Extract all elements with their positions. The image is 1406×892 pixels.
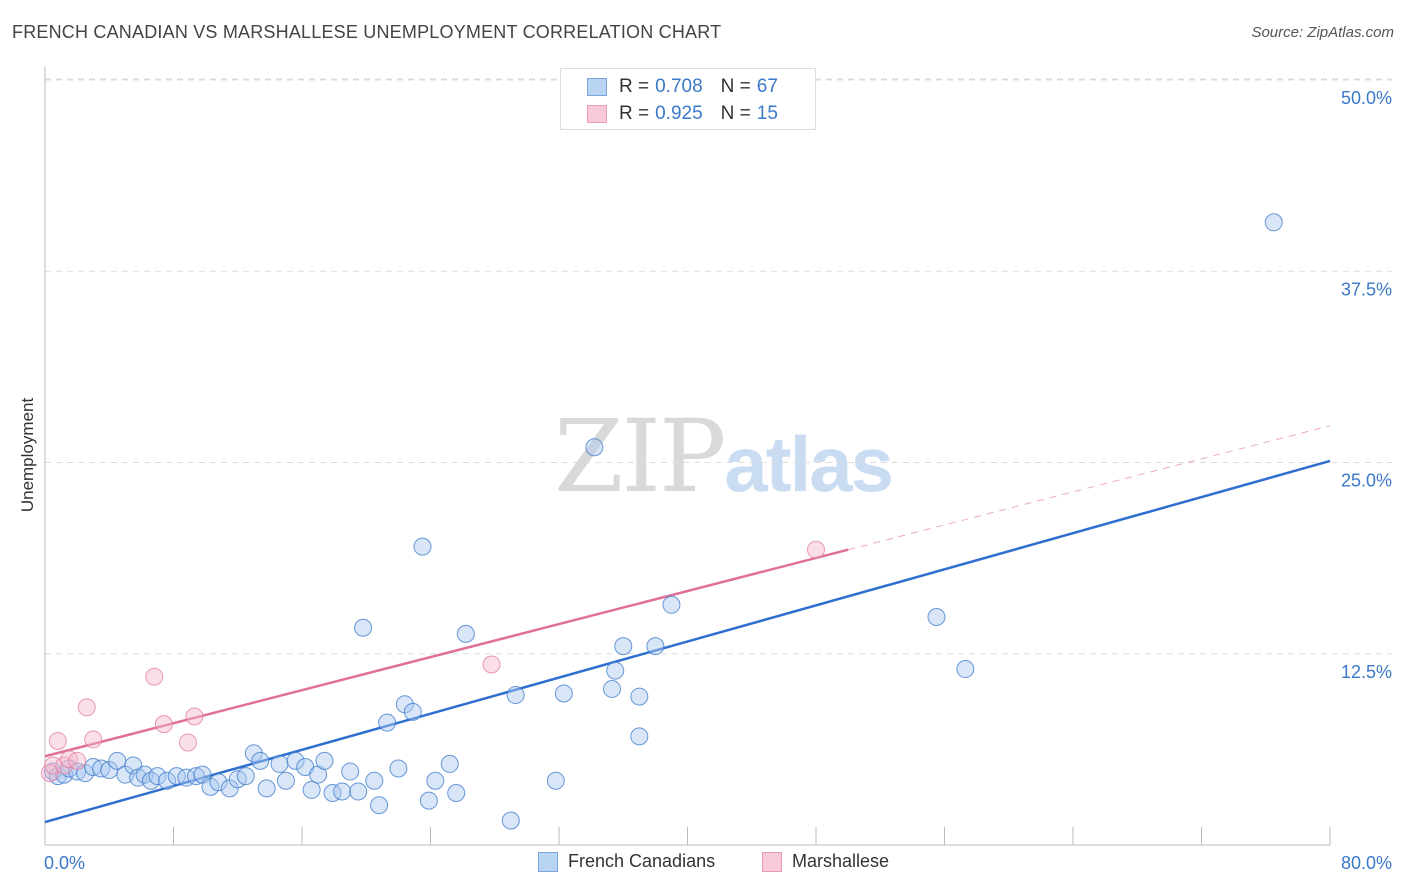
data-point	[546, 771, 565, 790]
legend-r-value: 0.925	[655, 103, 703, 124]
data-point	[209, 773, 228, 792]
data-point	[186, 767, 205, 786]
chart-title: FRENCH CANADIAN VS MARSHALLESE UNEMPLOYM…	[12, 22, 722, 42]
data-point	[276, 771, 295, 790]
watermark-atlas: atlas	[724, 420, 894, 508]
data-point	[236, 767, 255, 786]
legend-swatch-pink	[762, 851, 782, 872]
data-point	[389, 759, 408, 778]
legend-label: Marshallese	[792, 851, 890, 871]
data-point	[257, 779, 276, 798]
data-point	[585, 438, 604, 457]
grid-lines	[45, 78, 1392, 655]
data-point	[286, 751, 305, 770]
data-point	[456, 624, 475, 643]
data-point	[614, 637, 633, 656]
data-point	[501, 811, 520, 830]
legend-n-label: N =	[720, 76, 751, 97]
legend-r-label: R =	[619, 76, 650, 97]
legend-r-label: R =	[619, 103, 650, 124]
y-tick-label: 37.5%	[1341, 279, 1392, 299]
data-point	[413, 537, 432, 556]
data-point	[142, 771, 161, 790]
data-point	[341, 762, 360, 781]
source-label[interactable]: Source: ZipAtlas.com	[1251, 24, 1394, 41]
data-point	[403, 702, 422, 721]
data-point	[323, 783, 342, 802]
data-point	[365, 771, 384, 790]
data-point	[426, 771, 445, 790]
data-point	[554, 684, 573, 703]
legend-item-french-canadians[interactable]: French Canadians	[538, 851, 715, 872]
data-point	[927, 608, 946, 627]
data-point	[482, 655, 501, 674]
data-point	[378, 713, 397, 732]
data-point	[251, 751, 270, 770]
legend-n-label: N =	[720, 103, 751, 124]
stats-legend: R = 0.708 N = 67 R = 0.925 N = 15	[560, 68, 816, 130]
data-point	[956, 660, 975, 679]
data-point	[440, 754, 459, 773]
data-point	[167, 767, 186, 786]
legend-n-value: 15	[756, 103, 778, 124]
tick-labels: 12.5% 25.0% 37.5% 50.0% 0.0% 80.0%	[44, 88, 1392, 873]
data-point	[185, 707, 204, 726]
data-point	[48, 731, 67, 750]
data-point	[419, 791, 438, 810]
data-point	[145, 667, 164, 686]
trend-lines	[44, 425, 1331, 824]
trend-line	[848, 425, 1331, 551]
data-point	[148, 767, 167, 786]
trend-line	[44, 548, 849, 758]
data-point	[333, 782, 352, 801]
data-point	[630, 687, 649, 706]
data-point	[606, 661, 625, 680]
legend-r-value: 0.708	[655, 76, 703, 97]
data-point	[302, 780, 321, 799]
data-point	[662, 595, 681, 614]
y-axis-label: Unemployment	[18, 397, 37, 513]
data-point	[807, 540, 825, 559]
data-point	[270, 754, 289, 773]
watermark: ZIPatlas	[554, 398, 894, 515]
data-point	[178, 733, 197, 752]
trend-line	[44, 459, 1331, 824]
data-point	[315, 751, 334, 770]
y-tick-label: 50.0%	[1341, 88, 1392, 108]
data-point	[370, 796, 389, 815]
legend-swatch-blue	[587, 78, 607, 96]
legend-swatch-pink	[587, 105, 607, 123]
data-point	[646, 637, 665, 656]
watermark-zip: ZIP	[554, 398, 726, 515]
data-point	[154, 715, 173, 734]
x-tick-label: 0.0%	[44, 853, 85, 873]
legend-swatch-blue	[538, 851, 558, 872]
data-point	[603, 679, 622, 698]
legend-label: French Canadians	[568, 851, 716, 871]
legend-row-marshallese: R = 0.925 N = 15	[587, 101, 778, 127]
data-point	[447, 783, 466, 802]
data-point	[84, 730, 103, 749]
y-tick-label: 25.0%	[1341, 471, 1392, 491]
data-point	[68, 751, 87, 770]
data-point	[1264, 213, 1283, 232]
legend-row-french-canadians: R = 0.708 N = 67	[587, 74, 778, 100]
data-point	[506, 686, 525, 705]
data-points	[40, 213, 1283, 830]
legend-n-value: 67	[756, 76, 778, 97]
data-point	[158, 771, 177, 790]
legend-item-marshallese[interactable]: Marshallese	[762, 851, 889, 872]
data-point	[77, 698, 96, 717]
data-point	[244, 744, 263, 763]
axes	[44, 67, 1331, 846]
data-point	[354, 618, 373, 637]
x-tick-label: 80.0%	[1341, 853, 1392, 873]
y-tick-label: 12.5%	[1341, 662, 1392, 682]
data-point	[630, 727, 649, 746]
data-point	[349, 782, 368, 801]
